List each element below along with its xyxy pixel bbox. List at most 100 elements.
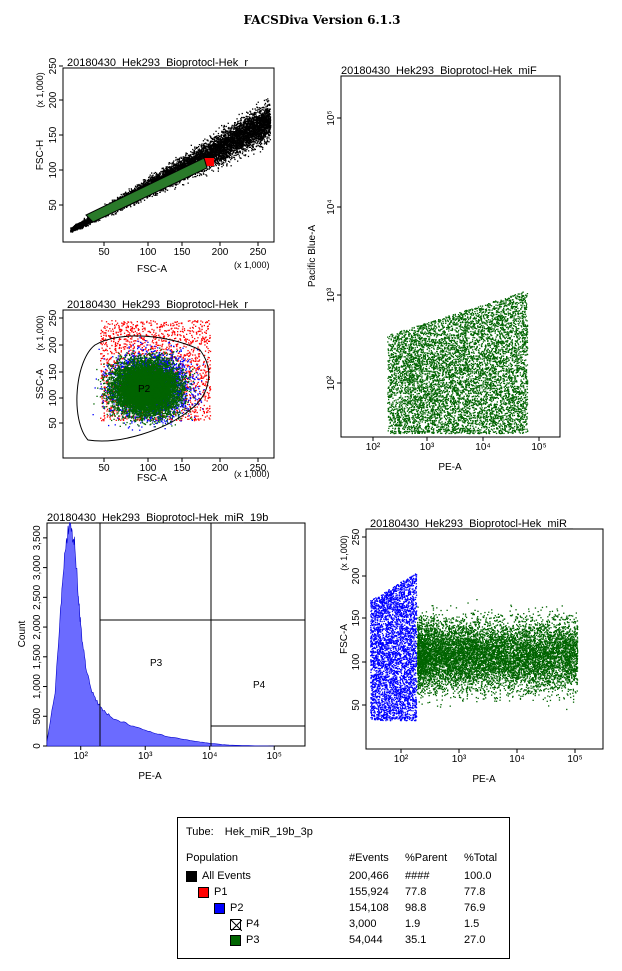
- plot3-title: 20180430_Hek293_Bioprotocl-Hek_r: [67, 299, 248, 311]
- plot2-y-tick: 10²: [326, 375, 337, 390]
- header-parent: %Parent: [405, 852, 447, 864]
- plot3-y-tick: 50: [48, 417, 59, 429]
- plot4-y-tick: 3,000: [32, 555, 43, 580]
- plot5-title: 20180430_Hek293_Bioprotocl-Hek_miR_: [370, 518, 574, 530]
- plot4-x-tick: 10⁵: [267, 751, 282, 762]
- plot5-y-tick: 200: [351, 567, 362, 584]
- p4-gate-label: P4: [253, 680, 266, 691]
- tube-row: Tube: Hek_miR_19b_3p: [186, 826, 313, 838]
- stats-row: P2 154,108 98.8 76.9: [178, 902, 509, 917]
- plot1-x-tick: 50: [98, 247, 110, 258]
- plot1-x-tick: 100: [140, 247, 157, 258]
- plot2-x-tick: 10⁵: [531, 442, 546, 453]
- header-events: #Events: [349, 852, 389, 864]
- plot3-x-tick: 150: [174, 463, 191, 474]
- plot5-ylabel: FSC-A: [339, 624, 350, 654]
- parent-pct: 98.8: [405, 902, 426, 914]
- plot1-xlabel: FSC-A: [137, 264, 167, 275]
- parent-pct: 35.1: [405, 934, 426, 946]
- total-pct: 27.0: [464, 934, 485, 946]
- plot1-y-multiplier: (x 1,000): [35, 72, 45, 108]
- stats-row: All Events 200,466 #### 100.0: [178, 870, 509, 885]
- plot-fsc-h-vs-fsc-a: 20180430_Hek293_Bioprotocl-Hek_r P1 FSC-…: [35, 57, 275, 275]
- plot5-xlabel: PE-A: [472, 774, 496, 785]
- population-swatch: [214, 903, 225, 914]
- plot1-x-multiplier: (x 1,000): [234, 260, 270, 270]
- plot3-y-tick: 200: [48, 336, 59, 353]
- plot5-x-tick: 10⁵: [567, 754, 582, 765]
- plot4-y-tick: 2,500: [32, 584, 43, 609]
- tube-name: Hek_miR_19b_3p: [225, 826, 313, 838]
- plot3-xlabel: FSC-A: [137, 473, 167, 484]
- stats-row: P3 54,044 35.1 27.0: [178, 934, 509, 949]
- population-name: P1: [214, 886, 227, 898]
- plot2-xlabel: PE-A: [438, 462, 462, 473]
- plot4-x-tick: 10⁴: [202, 751, 217, 762]
- plot-fsc-vs-pe: 20180430_Hek293_Bioprotocl-Hek_miR_ PE-A…: [339, 518, 604, 785]
- plot1-y-tick: 250: [48, 57, 59, 74]
- p2-gate-label: P2: [138, 384, 151, 395]
- events-count: 3,000: [349, 918, 377, 930]
- plot2-x-tick: 10²: [366, 442, 381, 453]
- plot-pe-histogram: 20180430_Hek293_Bioprotocl-Hek_miR_19b P…: [17, 512, 306, 782]
- plot2-y-tick: 10⁴: [326, 199, 337, 214]
- parent-pct: 77.8: [405, 886, 426, 898]
- plot1-title: 20180430_Hek293_Bioprotocl-Hek_r: [67, 57, 248, 69]
- plot3-y-multiplier: (x 1,000): [35, 315, 45, 351]
- total-pct: 100.0: [464, 870, 492, 882]
- population-name: P4: [246, 918, 259, 930]
- plot5-y-tick: 250: [351, 528, 362, 545]
- plot2-y-tick: 10³: [326, 287, 337, 302]
- parent-pct: 1.9: [405, 918, 420, 930]
- plot-pacific-blue-vs-pe: 20180430_Hek293_Bioprotocl-Hek_miF PE-A …: [307, 65, 561, 473]
- plot3-ylabel: SSC-A: [35, 368, 46, 399]
- total-pct: 1.5: [464, 918, 479, 930]
- population-name: P3: [246, 934, 259, 946]
- plot2-y-tick: 10⁵: [326, 110, 337, 125]
- tube-label: Tube:: [186, 826, 214, 838]
- total-pct: 76.9: [464, 902, 485, 914]
- plot4-y-tick: 1,500: [32, 644, 43, 669]
- plot1-x-tick: 150: [174, 247, 191, 258]
- plot2-title: 20180430_Hek293_Bioprotocl-Hek_miF: [341, 65, 537, 77]
- plot4-y-tick: 1,000: [32, 674, 43, 699]
- population-swatch: [186, 871, 197, 882]
- p1-gate: [85, 157, 208, 223]
- events-count: 155,924: [349, 886, 389, 898]
- plot3-x-tick: 250: [250, 463, 267, 474]
- plot3-y-tick: 250: [48, 309, 59, 326]
- stats-row: P4 3,000 1.9 1.5: [178, 918, 509, 933]
- plot1-y-tick: 150: [48, 126, 59, 143]
- population-swatch: [230, 935, 241, 946]
- plot5-y-tick: 50: [351, 699, 362, 711]
- plot1-x-tick: 200: [212, 247, 229, 258]
- parent-pct: ####: [405, 870, 429, 882]
- statistics-table: Tube: Hek_miR_19b_3p Population #Events …: [177, 817, 510, 959]
- total-pct: 77.8: [464, 886, 485, 898]
- plot2-x-tick: 10³: [420, 442, 435, 453]
- plot1-y-tick: 100: [48, 161, 59, 178]
- plot4-y-tick: 3,500: [32, 525, 43, 550]
- plot3-y-tick: 100: [48, 389, 59, 406]
- p2-gate: [76, 335, 210, 442]
- population-name: P2: [230, 902, 243, 914]
- plot3-x-tick: 200: [212, 463, 229, 474]
- plot2-x-tick: 10⁴: [475, 442, 490, 453]
- plot5-y-tick: 100: [351, 653, 362, 670]
- histogram-area: [46, 521, 275, 747]
- events-count: 54,044: [349, 934, 383, 946]
- events-count: 154,108: [349, 902, 389, 914]
- events-count: 200,466: [349, 870, 389, 882]
- plot5-events: [370, 573, 579, 722]
- header-total: %Total: [464, 852, 497, 864]
- plot4-y-tick: 2,000: [32, 614, 43, 639]
- plot4-y-tick: 0: [32, 743, 43, 749]
- plot5-y-tick: 150: [351, 609, 362, 626]
- header-population: Population: [186, 852, 238, 864]
- plot1-y-tick: 50: [48, 199, 59, 211]
- plot5-x-tick: 10³: [452, 754, 467, 765]
- stats-header-row: Population #Events %Parent %Total: [178, 852, 509, 867]
- plot4-y-tick: 500: [32, 707, 43, 724]
- plot3-x-tick: 100: [140, 463, 157, 474]
